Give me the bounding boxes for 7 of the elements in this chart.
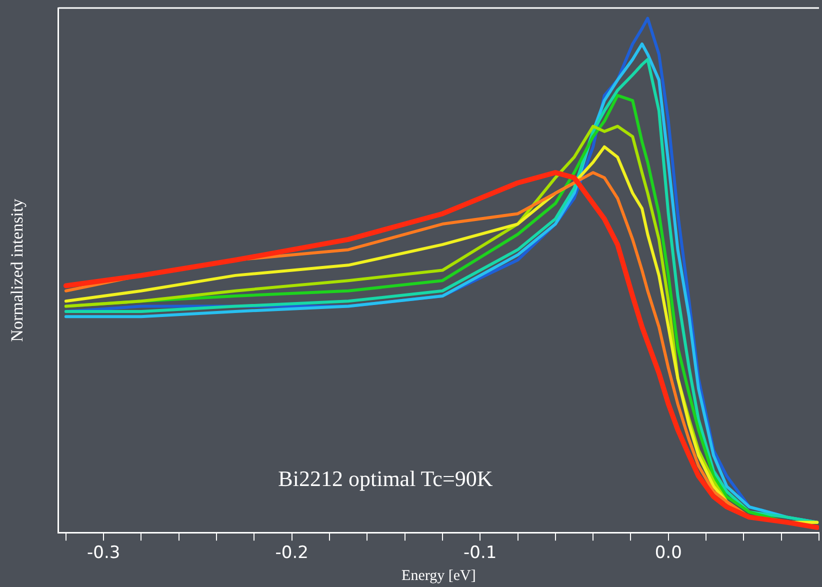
x-tick-label: -0.1 (464, 543, 497, 564)
x-tick-label: -0.3 (87, 543, 120, 564)
x-axis-title: Energy [eV] (402, 568, 476, 584)
annotation: Bi2212 optimal Tc=90K (278, 466, 493, 491)
x-tick-label: 0.0 (654, 543, 682, 564)
x-tick-label: -0.2 (275, 543, 308, 564)
y-axis-title: Normalized intensity (8, 198, 27, 342)
